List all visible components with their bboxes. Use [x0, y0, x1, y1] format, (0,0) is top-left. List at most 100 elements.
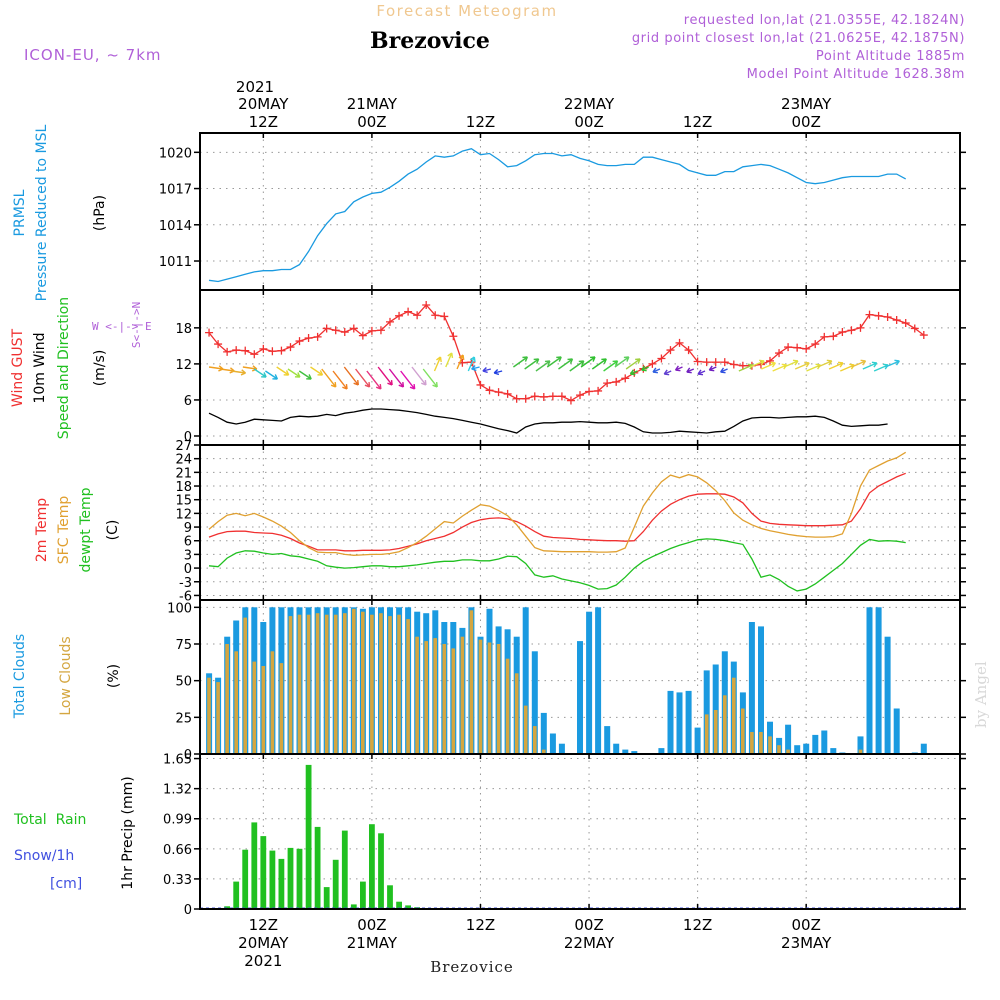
top-date-label: 22MAY: [564, 95, 615, 113]
compass-vertical: S<-|->N: [130, 302, 143, 348]
gust-marker: [910, 324, 919, 333]
location-title: Brezovice: [370, 28, 490, 54]
y-tick-label: 1.65: [163, 753, 192, 768]
wind-arrow: [377, 366, 393, 386]
wind-arrow: [445, 352, 454, 368]
wind-arrow: [885, 359, 900, 368]
gust-marker: [612, 377, 621, 386]
gust-marker: [675, 338, 684, 347]
total-cloud-bar: [920, 743, 927, 754]
prmsl-line: [208, 147, 907, 283]
total-cloud-bar: [622, 749, 629, 754]
gust-marker: [259, 344, 268, 353]
low-cloud-bar: [732, 677, 736, 754]
wind-arrow: [686, 367, 695, 374]
gust-marker: [693, 357, 702, 366]
gust-marker: [829, 332, 838, 341]
total-cloud-bar: [595, 607, 602, 754]
total-cloud-bar: [631, 751, 638, 754]
gust-marker: [883, 313, 892, 322]
precip-bar: [242, 849, 249, 909]
gust-marker: [539, 392, 548, 401]
bottom-hour-label: 12Z: [249, 916, 278, 934]
gust-marker: [901, 319, 910, 328]
total-cloud-bar: [803, 743, 810, 754]
cloud-panel: 0 25 50 75 100: [167, 599, 966, 763]
y-tick-label: 12: [175, 358, 192, 373]
low-cloud-bar: [243, 617, 247, 754]
low-cloud-bar: [343, 613, 347, 754]
wind-dir-label: Speed and Direction: [56, 297, 72, 439]
total-cloud-bar: [522, 607, 529, 754]
low-cloud-bar: [514, 673, 519, 754]
total-cloud-bar: [712, 664, 719, 754]
low-cloud-bar: [424, 641, 428, 754]
y-tick-label: 12: [175, 507, 192, 522]
total-cloud-bar: [748, 622, 755, 754]
prmsl-unit: (hPa): [92, 195, 108, 231]
wind-speed-line: [208, 408, 888, 434]
wind-arrow: [388, 368, 405, 388]
wind-arrow: [355, 368, 371, 388]
gust-marker: [367, 326, 376, 335]
precip-bar: [378, 833, 384, 909]
precip-bar: [323, 887, 330, 909]
wind-arrow: [558, 358, 574, 370]
low-cloud-bar: [388, 616, 392, 754]
total-cloud-bar: [794, 745, 801, 754]
panel-frame: [199, 753, 961, 910]
precip-labels: Total Rain Snow/1h [cm] 1hr Precip (mm): [13, 776, 136, 892]
precip-bar: [260, 836, 267, 909]
gust-marker: [847, 326, 856, 335]
wind-arrow: [862, 361, 878, 370]
low-cloud-bar: [759, 732, 763, 754]
gust-marker: [892, 316, 901, 325]
top-year-label: 2021: [236, 78, 274, 96]
total-cloud-bar: [676, 692, 683, 754]
gust-marker: [729, 360, 738, 369]
precip-bar: [405, 905, 411, 909]
low-cloud-bar: [542, 749, 546, 754]
wind-arrow: [546, 356, 562, 368]
precip-bar: [296, 848, 303, 909]
wind-arrow: [433, 356, 442, 372]
y-tick-label: 6: [184, 394, 192, 409]
dewpt-line: [208, 538, 906, 592]
y-tick-label: 15: [175, 494, 192, 509]
wind-arrow: [411, 366, 427, 386]
gust-marker: [268, 347, 277, 356]
wind-unit: (m/s): [92, 350, 108, 387]
low-cloud-bar: [252, 661, 257, 754]
gust-marker: [766, 356, 774, 365]
gust-marker: [494, 388, 503, 397]
gust-marker: [603, 379, 612, 388]
wind-arrow: [343, 366, 360, 386]
precip-bar: [396, 901, 402, 909]
wind-arrow: [794, 361, 810, 370]
bottom-date-label: 23MAY: [781, 934, 832, 952]
wind-arrow: [400, 370, 416, 390]
y-tick-label: 9: [184, 521, 192, 536]
total-cloud-bar: [884, 636, 891, 754]
low-cloud-bar: [306, 614, 311, 754]
low-cloud-bar: [279, 663, 284, 754]
low-cloud-bar: [460, 636, 465, 754]
gust-marker: [241, 346, 250, 355]
wind-arrow: [591, 358, 607, 370]
low-cloud-bar: [207, 677, 211, 754]
low-cloud-bar: [741, 708, 745, 754]
wind-arrow: [817, 359, 833, 368]
precip-bar: [332, 859, 339, 909]
wind-arrow: [276, 366, 290, 376]
y-tick-label: 1011: [159, 255, 192, 270]
total-cloud-bar: [685, 690, 692, 754]
model-label: ICON-EU, ~ 7km: [24, 46, 162, 64]
gust-marker: [919, 331, 928, 340]
panel-bg: [200, 133, 960, 290]
y-tick-label: 21: [175, 466, 192, 481]
sfctemp-label: SFC Temp: [56, 496, 72, 565]
rain-label: Total Rain: [13, 812, 86, 828]
